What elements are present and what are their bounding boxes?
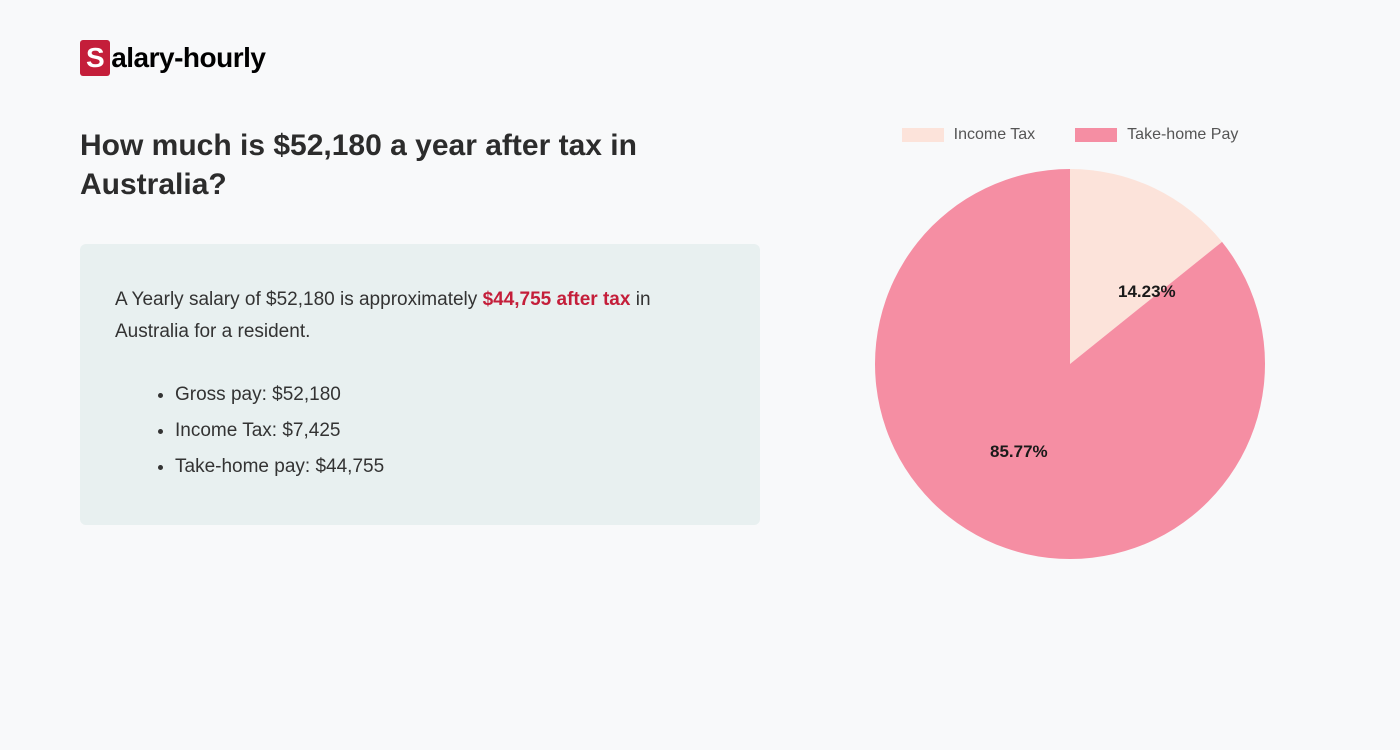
legend-swatch-tax xyxy=(902,128,944,142)
chart-column: Income Tax Take-home Pay 14.23% 85.77% xyxy=(820,126,1320,564)
summary-highlight: $44,755 after tax xyxy=(483,289,631,310)
bullet-item: Income Tax: $7,425 xyxy=(175,413,725,449)
legend-label-tax: Income Tax xyxy=(954,126,1036,144)
summary-box: A Yearly salary of $52,180 is approximat… xyxy=(80,244,760,525)
pie-label-tax: 14.23% xyxy=(1118,282,1176,302)
logo-badge: S xyxy=(80,40,110,76)
pie-svg xyxy=(870,164,1270,564)
bullet-item: Take-home pay: $44,755 xyxy=(175,449,725,485)
legend-item-tax: Income Tax xyxy=(902,126,1036,144)
logo-text: alary-hourly xyxy=(111,42,265,74)
legend-label-takehome: Take-home Pay xyxy=(1127,126,1238,144)
content-column: How much is $52,180 a year after tax in … xyxy=(80,126,760,564)
pie-chart: 14.23% 85.77% xyxy=(870,164,1270,564)
page-title: How much is $52,180 a year after tax in … xyxy=(80,126,760,204)
summary-prefix: A Yearly salary of $52,180 is approximat… xyxy=(115,289,483,310)
pie-label-takehome: 85.77% xyxy=(990,442,1048,462)
bullet-list: Gross pay: $52,180 Income Tax: $7,425 Ta… xyxy=(115,377,725,485)
legend-swatch-takehome xyxy=(1075,128,1117,142)
main-container: How much is $52,180 a year after tax in … xyxy=(80,126,1320,564)
summary-text: A Yearly salary of $52,180 is approximat… xyxy=(115,284,725,349)
bullet-item: Gross pay: $52,180 xyxy=(175,377,725,413)
legend-item-takehome: Take-home Pay xyxy=(1075,126,1238,144)
brand-logo: Salary-hourly xyxy=(80,40,1320,76)
chart-legend: Income Tax Take-home Pay xyxy=(902,126,1239,144)
